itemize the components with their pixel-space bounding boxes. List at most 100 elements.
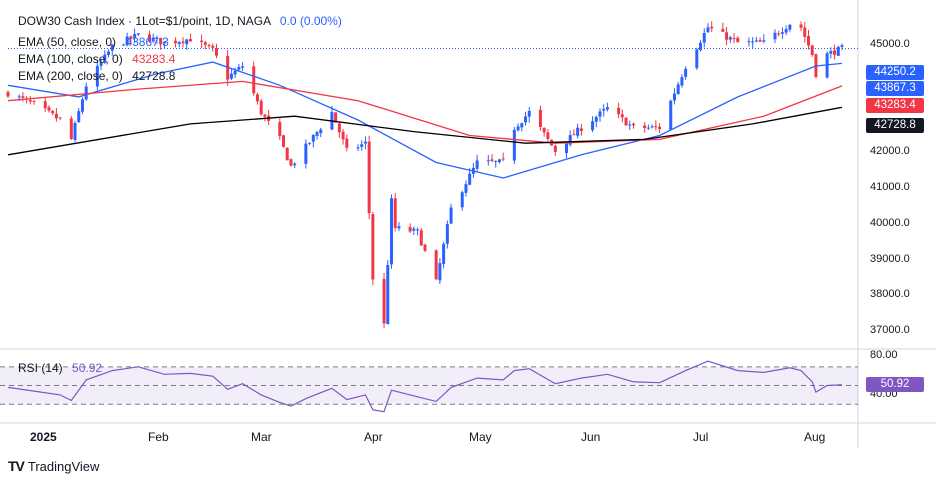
ema50-legend[interactable]: EMA (50, close, 0) 43867.3 xyxy=(18,35,169,49)
candle-body xyxy=(237,66,241,70)
candle-body xyxy=(568,135,572,145)
candle-body xyxy=(17,96,21,98)
candle-body xyxy=(516,126,520,131)
candle-body xyxy=(576,127,580,136)
x-tick-label: Apr xyxy=(364,430,383,444)
brand-name: TradingView xyxy=(27,458,100,474)
candle-body xyxy=(319,129,323,134)
candle-body xyxy=(553,145,557,152)
candle-body xyxy=(255,94,259,102)
candle-body xyxy=(646,127,650,129)
last-price-tag: 44250.2 xyxy=(866,65,924,80)
candle-body xyxy=(628,124,632,126)
y-tick-label: 42000.0 xyxy=(870,145,910,157)
candle-body xyxy=(293,163,297,166)
candle-body xyxy=(494,161,498,163)
candle-body xyxy=(47,107,51,111)
candle-body xyxy=(419,230,423,246)
candle-body xyxy=(658,126,662,130)
tradingview-logo-icon: TV xyxy=(8,458,25,474)
candle-body xyxy=(308,142,312,144)
candle-body xyxy=(363,141,367,144)
candle-body xyxy=(73,122,77,140)
rsi-tick-label: 80.00 xyxy=(870,349,898,361)
candle-body xyxy=(77,111,81,123)
candle-body xyxy=(69,118,73,139)
candle-body xyxy=(725,32,729,40)
candle-body xyxy=(605,107,609,110)
candle-body xyxy=(84,86,88,100)
candle-body xyxy=(397,226,401,229)
candle-body xyxy=(572,134,576,136)
candle-body xyxy=(412,228,416,231)
candle-body xyxy=(442,243,446,264)
candle-body xyxy=(840,45,844,47)
chart-title-row: DOW30 Cash Index · 1Lot=$1/point, 1D, NA… xyxy=(18,14,342,28)
candle-body xyxy=(107,51,111,55)
candle-body xyxy=(181,41,185,44)
candle-body xyxy=(564,143,568,154)
candle-body xyxy=(546,132,550,139)
candle-body xyxy=(416,229,420,231)
candle-body xyxy=(728,37,732,40)
candle-body xyxy=(620,114,624,118)
candle-body xyxy=(784,29,788,33)
candle-body xyxy=(594,117,598,122)
candle-body xyxy=(252,66,256,94)
candle-body xyxy=(278,121,282,137)
candle-body xyxy=(751,41,755,43)
candle-body xyxy=(408,226,412,232)
rsi-price-tag: 50.92 xyxy=(866,377,924,392)
candle-body xyxy=(203,42,207,45)
candle-body xyxy=(579,128,583,132)
candle-body xyxy=(345,138,349,148)
candle-body xyxy=(43,101,47,109)
candle-body xyxy=(501,158,505,160)
candle-body xyxy=(810,45,814,56)
candle-body xyxy=(680,77,684,86)
candle-body xyxy=(672,93,676,101)
candle-body xyxy=(695,49,699,69)
candle-body xyxy=(21,96,25,98)
candle-body xyxy=(185,39,189,45)
candle-body xyxy=(162,41,166,44)
candle-body xyxy=(360,144,364,147)
candle-body xyxy=(215,48,218,56)
candle-body xyxy=(229,73,233,79)
candle-body xyxy=(706,27,710,33)
ema200-value: 42728.8 xyxy=(132,69,176,83)
candle-body xyxy=(389,198,393,265)
ema100-legend[interactable]: EMA (100, close, 0) 43283.4 xyxy=(18,52,175,66)
candle-body xyxy=(520,123,524,128)
candle-body xyxy=(136,33,140,35)
ema200-legend[interactable]: EMA (200, close, 0) 42728.8 xyxy=(18,69,175,83)
candle-body xyxy=(28,100,32,102)
chart-title: DOW30 Cash Index · 1Lot=$1/point, 1D, NA… xyxy=(18,14,271,28)
candle-body xyxy=(486,160,490,162)
candle-body xyxy=(669,100,673,130)
rsi-label: RSI (14) xyxy=(18,361,63,375)
candle-body xyxy=(449,207,453,224)
candle-body xyxy=(311,135,315,142)
candle-body xyxy=(54,113,58,119)
x-tick-label: Jun xyxy=(581,430,601,444)
candle-body xyxy=(315,132,319,136)
candle-body xyxy=(99,62,103,66)
candle-body xyxy=(337,123,341,133)
candle-body xyxy=(386,265,390,324)
ema100-price-tag: 43283.4 xyxy=(866,98,924,113)
ema100-line xyxy=(7,80,843,144)
candle-body xyxy=(445,224,449,244)
x-tick-label: Jul xyxy=(693,430,709,444)
candle-body xyxy=(773,32,777,40)
ema100-label: EMA (100, close, 0) xyxy=(18,52,123,66)
candle-body xyxy=(736,37,740,43)
candle-body xyxy=(788,24,792,30)
candle-body xyxy=(617,107,621,115)
candle-body xyxy=(806,36,810,46)
tradingview-brand[interactable]: TV TradingView xyxy=(8,458,99,474)
candle-body xyxy=(341,131,345,140)
rsi-legend[interactable]: RSI (14) 50.92 xyxy=(18,361,102,375)
ema200-line xyxy=(7,106,843,156)
